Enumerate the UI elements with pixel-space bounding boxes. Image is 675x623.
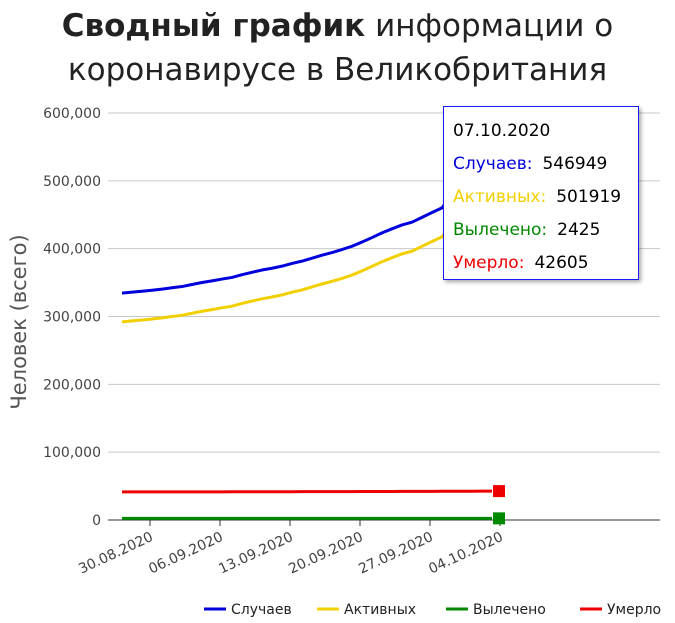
tooltip-value-cases: 546949: [542, 154, 608, 174]
x-tick-label: 06.09.2020: [146, 529, 225, 577]
legend-item-0[interactable]: Случаев: [231, 602, 292, 618]
x-tick-label: 27.09.2020: [356, 529, 435, 577]
series-end-marker-2[interactable]: [493, 512, 505, 525]
y-tick-label: 300,000: [43, 310, 101, 326]
series-line-3[interactable]: [121, 489, 493, 494]
y-tick-labels: 0 100,000 200,000 300,000 400,000 500,000 600,…: [43, 106, 101, 529]
y-tick-label: 100,000: [43, 445, 101, 461]
legend[interactable]: Случаев Активных Вылечено Умерло: [204, 602, 661, 618]
series-line-1[interactable]: [121, 178, 494, 324]
tooltip-value-recovered: 2425: [557, 220, 601, 240]
chart-title-bold: Сводный график: [61, 8, 366, 44]
y-tick-label: 0: [92, 513, 101, 529]
x-tick-label: 30.08.2020: [76, 529, 155, 577]
x-tick-labels: 30.08.202006.09.202013.09.202020.09.2020…: [76, 520, 506, 578]
tooltip-label-recovered: Вылечено:: [453, 220, 548, 240]
tooltip-value-active: 501919: [556, 187, 622, 207]
y-axis-label: Человек (всего): [7, 234, 31, 409]
tooltip-row-active: Активных: 501919: [453, 187, 621, 207]
tooltip: 07.10.2020 Случаев: 546949 Активных: 50191…: [443, 106, 639, 280]
legend-item-1[interactable]: Активных: [344, 602, 416, 618]
x-tick-label: 13.09.2020: [216, 529, 295, 577]
tooltip-label-cases: Случаев:: [453, 154, 533, 174]
series-end-marker-3[interactable]: [493, 485, 505, 498]
y-tick-label: 400,000: [43, 242, 101, 258]
tooltip-label-active: Активных:: [453, 187, 547, 207]
y-tick-label: 500,000: [43, 174, 101, 190]
tooltip-row-deaths: Умерло: 42605: [453, 253, 589, 273]
tooltip-date: 07.10.2020: [453, 121, 551, 141]
x-tick-label: 04.10.2020: [426, 529, 505, 577]
legend-item-3[interactable]: Умерло: [607, 602, 661, 618]
tooltip-label-deaths: Умерло:: [453, 253, 525, 273]
tooltip-value-deaths: 42605: [534, 253, 589, 273]
y-tick-label: 200,000: [43, 377, 101, 393]
tooltip-row-recovered: Вылечено: 2425: [453, 220, 600, 240]
tooltip-row-cases: Случаев: 546949: [453, 154, 607, 174]
y-tick-label: 600,000: [43, 106, 101, 122]
chart-title: Сводный график информации о коронавирусе…: [0, 4, 675, 92]
x-tick-label: 20.09.2020: [286, 529, 365, 577]
series-line-0[interactable]: [121, 147, 494, 295]
chart-title-rest: информации о коронавирусе в Великобритан…: [67, 8, 614, 88]
legend-item-2[interactable]: Вылечено: [473, 602, 546, 618]
